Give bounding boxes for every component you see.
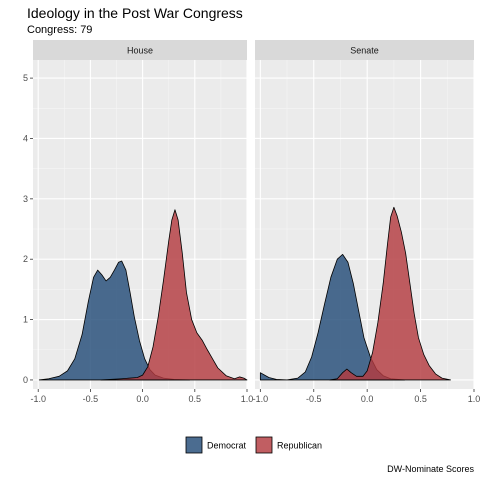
x-tick-label: -0.5: [306, 394, 322, 404]
legend-label-republican: Republican: [277, 441, 322, 451]
legend: Democrat Republican: [185, 436, 322, 454]
x-tick-label: 0.0: [136, 394, 149, 404]
density-republican-house: [100, 209, 248, 381]
legend-item-republican: Republican: [255, 436, 322, 454]
facet-panels: House -1.0 -0.5 0.0 0.5 1.0 0 1 2 3 4 5 Senate -1.0 -0…: [23, 40, 480, 404]
x-tick-label: -1.0: [253, 394, 269, 404]
panel-background-senate: [255, 60, 474, 389]
strip-senate: [255, 40, 474, 60]
x-tick-label: 1.0: [241, 394, 254, 404]
x-tick-label: 0.5: [414, 394, 427, 404]
strip-label-senate: Senate: [350, 46, 379, 56]
strip-label-house: House: [127, 46, 153, 56]
y-tick-label: 5: [23, 73, 28, 83]
legend-item-democrat: Democrat: [185, 436, 247, 454]
y-tick-label: 3: [23, 194, 28, 204]
y-tick-label: 2: [23, 254, 28, 264]
strip-house: [33, 40, 247, 60]
y-tick-label: 4: [23, 133, 28, 143]
y-tick-label: 1: [23, 315, 28, 325]
x-tick-label: 0.5: [189, 394, 202, 404]
chart-subtitle: Congress: 79: [27, 24, 92, 36]
panel-background-house: [33, 60, 247, 389]
x-tick-label: 1.0: [468, 394, 480, 404]
x-tick-label: 0.0: [361, 394, 374, 404]
panel-senate: Senate -1.0 -0.5 0.0 0.5 1.0: [253, 40, 480, 404]
density-republican-senate: [329, 206, 451, 381]
y-tick-label: 0: [23, 375, 28, 385]
panel-house: House -1.0 -0.5 0.0 0.5 1.0 0 1 2 3 4 5: [23, 40, 253, 404]
legend-label-democrat: Democrat: [207, 441, 247, 451]
x-tick-label: -1.0: [30, 394, 46, 404]
x-tick-label: -0.5: [83, 394, 99, 404]
chart-title: Ideology in the Post War Congress: [27, 5, 243, 21]
chart-caption: DW-Nominate Scores: [387, 464, 474, 474]
legend-key-democrat: [185, 436, 203, 454]
legend-key-republican: [255, 436, 273, 454]
